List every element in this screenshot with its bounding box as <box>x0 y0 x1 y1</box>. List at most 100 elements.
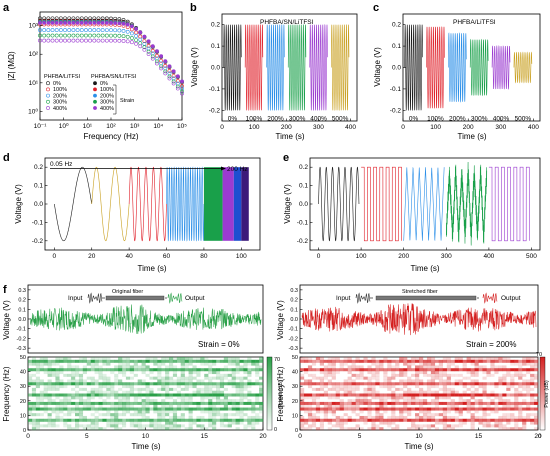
spectrogram-cell <box>375 404 380 408</box>
spectrogram-cell <box>172 371 178 375</box>
spectrogram-cell <box>526 415 531 419</box>
spectrogram-cell <box>327 379 332 383</box>
spectrogram-cell <box>407 382 412 386</box>
legend-entry: 100% <box>53 87 67 93</box>
spectrogram-cell <box>530 387 535 391</box>
impedance-point <box>58 28 63 32</box>
spectrogram-cell <box>426 407 432 411</box>
spectrogram-cell <box>157 407 162 411</box>
spectrogram-cell <box>399 407 404 411</box>
spectrogram-cell <box>514 415 519 419</box>
spectrogram-cell <box>323 401 328 405</box>
spectrogram-cell <box>172 407 178 411</box>
y-tick-label: 0 <box>295 428 298 434</box>
spectrogram-cell <box>172 415 178 419</box>
spectrogram-cell <box>391 396 396 400</box>
spectrogram-cell <box>251 415 256 419</box>
spectrogram-cell <box>78 415 84 419</box>
spectrogram-cell <box>39 401 44 405</box>
spectrogram-cell <box>442 418 447 422</box>
impedance-point <box>84 38 88 43</box>
spectrogram-cell <box>371 424 376 428</box>
spectrogram-cell <box>180 368 185 372</box>
spectrogram-cell <box>482 407 487 411</box>
spectrogram-cell <box>98 396 103 400</box>
spectrogram-cell <box>161 368 166 372</box>
spectrogram-cell <box>422 390 428 394</box>
spectrogram-cell <box>490 390 495 394</box>
spectrogram-cell <box>430 371 436 375</box>
spectrogram-cell <box>522 407 527 411</box>
panel-b-ticks: 0 100 200 300 400-0.2-0.10.00.10.2 <box>209 22 357 131</box>
spectrogram-cell <box>192 407 197 411</box>
x-tick-label: 0 <box>220 124 224 131</box>
spectrogram-cell <box>75 424 80 428</box>
spectrogram-cell <box>454 407 459 411</box>
spectrogram-cell <box>442 359 447 363</box>
spectrogram-cell <box>98 413 103 417</box>
spectrogram-cell <box>371 359 376 363</box>
spectrogram-cell <box>526 390 531 394</box>
spectrogram-cell <box>255 421 260 425</box>
spectrogram-cell <box>259 404 264 408</box>
spectrogram-cell <box>498 415 503 419</box>
spectrogram-cell <box>319 379 324 383</box>
spectrogram-cell <box>434 418 440 422</box>
spectrogram-cell <box>458 421 463 425</box>
y-tick-label: 0.1 <box>299 183 308 190</box>
spectrogram-cell <box>319 407 324 411</box>
spectrogram-cell <box>161 413 166 417</box>
spectrogram-cell <box>351 385 356 389</box>
spectrogram-cell <box>196 379 201 383</box>
spectrogram-cell <box>462 359 467 363</box>
impedance-point <box>121 34 126 39</box>
y-tick-label: -0.1 <box>297 219 309 226</box>
spectrogram-cell <box>474 407 479 411</box>
spectrogram-cell <box>102 376 107 380</box>
spectrogram-cell <box>133 362 138 366</box>
spectrogram-cell <box>526 401 531 405</box>
spectrogram-cell <box>415 407 420 411</box>
spectrogram-cell <box>75 385 80 389</box>
spectrogram-cell <box>90 413 95 417</box>
spectrogram-cell <box>82 387 87 391</box>
spectrogram-cell <box>161 359 166 363</box>
spectrogram-cell <box>94 371 99 375</box>
spectrogram-cell <box>391 390 396 394</box>
spectrogram-cell <box>231 359 236 363</box>
spectrogram-cell <box>231 418 236 422</box>
spectrogram-cell <box>59 371 64 375</box>
spectrogram-cell <box>39 365 44 369</box>
spectrogram-cell <box>474 368 479 372</box>
spectrogram-cell <box>243 365 248 369</box>
panel-c-title: PHFBA/LiTFSI <box>453 19 496 26</box>
spectrogram-cell <box>196 357 201 361</box>
spectrogram-cell <box>188 382 193 386</box>
spectrogram-cell <box>59 410 64 414</box>
spectrogram-cell <box>90 382 95 386</box>
spectrogram-cell <box>47 399 52 403</box>
spectrogram-cell <box>28 413 33 417</box>
spectrogram-cell <box>311 418 317 422</box>
spectrogram-cell <box>219 379 225 383</box>
spectrogram-cell <box>141 424 146 428</box>
spectrogram-cell <box>359 396 364 400</box>
spectrogram-cell <box>180 371 185 375</box>
spectrogram-cell <box>102 382 107 386</box>
spectrogram-cell <box>530 373 535 377</box>
spectrogram-cell <box>411 399 416 403</box>
spectrogram-cell <box>351 407 356 411</box>
spectrogram-cell <box>482 368 487 372</box>
spectrogram-cell <box>78 357 84 361</box>
spectrogram-cell <box>462 376 467 380</box>
spectrogram-cell <box>67 418 72 422</box>
spectrogram-cell <box>470 368 475 372</box>
spectrogram-cell <box>347 385 352 389</box>
spectrogram-cell <box>51 373 56 377</box>
spectrogram-cell <box>157 387 162 391</box>
spectrogram-cell <box>208 407 213 411</box>
spectrogram-cell <box>311 382 317 386</box>
spectrogram-cell <box>534 418 539 422</box>
spectrogram-cell <box>490 410 495 414</box>
panel-d-ylabel: Voltage (V) <box>14 184 23 224</box>
